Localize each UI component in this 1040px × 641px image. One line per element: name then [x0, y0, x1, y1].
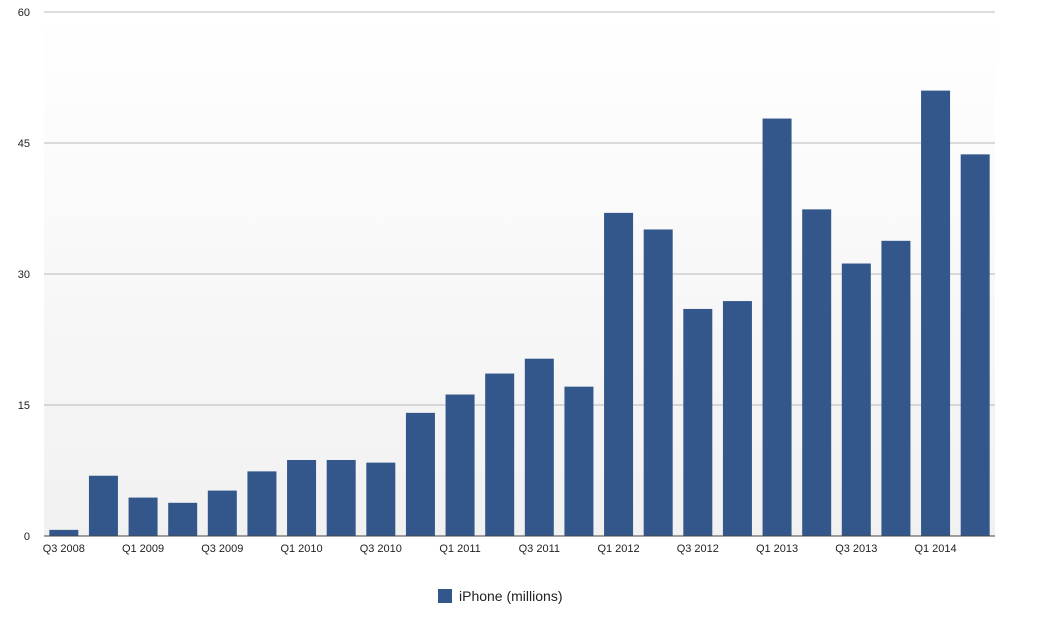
y-axis-ticks: 0 15 30 45 60	[18, 7, 30, 543]
legend: iPhone (millions)	[438, 588, 562, 604]
gridlines	[44, 11, 995, 406]
bar-q3-2010	[366, 462, 396, 536]
x-tick-label: Q1 2010	[280, 543, 322, 555]
y-tick-label: 15	[18, 400, 30, 412]
y-tick-label: 30	[18, 269, 30, 281]
x-tick-label: Q3 2011	[519, 543, 560, 555]
y-tick-label: 60	[18, 7, 30, 19]
bar-q4-2013	[881, 240, 911, 536]
y-tick-label: 45	[18, 138, 30, 150]
y-tick-label: 0	[24, 531, 30, 543]
x-tick-label: Q3 2012	[677, 543, 719, 555]
x-tick-label: Q3 2010	[360, 543, 402, 555]
x-tick-label: Q1 2011	[439, 543, 480, 555]
bars	[49, 90, 990, 537]
bar-q2-2011	[485, 373, 515, 536]
bar-q4-2011	[564, 386, 594, 536]
bar-q3-2011	[524, 358, 554, 536]
bar-q1-2009	[128, 497, 158, 536]
x-tick-label: Q1 2013	[756, 543, 798, 555]
x-tick-label: Q3 2008	[43, 543, 85, 555]
x-tick-label: Q3 2013	[835, 543, 877, 555]
bar-q4-2012	[722, 301, 752, 536]
legend-swatch	[438, 589, 452, 603]
x-tick-label: Q1 2012	[597, 543, 639, 555]
bar-q1-2011	[445, 394, 475, 536]
bar-q3-2009	[207, 490, 237, 536]
bar-q2-2013	[802, 209, 832, 536]
bar-q4-2008	[88, 475, 118, 536]
bar-q3-2008	[49, 529, 79, 536]
bar-q1-2010	[287, 460, 317, 536]
bar-q1-2014	[921, 90, 951, 536]
bar-q2-2014	[960, 154, 990, 536]
bar-q3-2013	[841, 263, 871, 536]
bar-q2-2009	[168, 502, 198, 536]
x-axis-ticks: Q3 2008 Q1 2009 Q3 2009 Q1 2010 Q3 2010 Q1 20…	[43, 543, 957, 555]
bar-q2-2012	[643, 229, 673, 536]
x-tick-label: Q1 2009	[122, 543, 164, 555]
legend-label: iPhone (millions)	[459, 588, 563, 604]
x-tick-label: Q3 2009	[201, 543, 243, 555]
x-tick-label: Q1 2014	[914, 543, 956, 555]
bar-q4-2009	[247, 471, 277, 536]
bar-q1-2012	[604, 212, 634, 536]
bar-q1-2013	[762, 118, 792, 537]
bar-q4-2010	[405, 412, 435, 536]
bar-q2-2010	[326, 460, 356, 536]
bar-q3-2012	[683, 308, 713, 536]
